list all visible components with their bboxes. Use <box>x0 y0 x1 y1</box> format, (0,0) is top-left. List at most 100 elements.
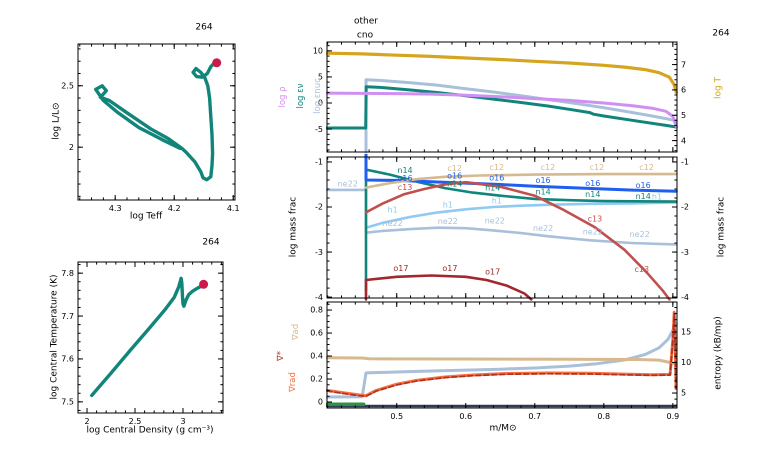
profile-mid-curve-label-o17: o17 <box>485 268 500 277</box>
grad-rad-axis-label: ∇rad <box>287 372 298 392</box>
profile-bottom-y-tick-label: 0 <box>318 398 323 407</box>
profile-bottom-ticks <box>327 302 677 408</box>
tc-rhoc-y-tick-label: 7.7 <box>61 312 74 321</box>
profile-bottom-frame <box>326 301 678 409</box>
profile-mid-y-tick-label: -3 <box>315 248 323 257</box>
profile-mid-curve-label-o16: o16 <box>636 181 651 190</box>
profile-mid-curve-label-h1: h1 <box>388 205 398 214</box>
hr-model-number: 264 <box>195 22 213 33</box>
profile-mid-curve-label-ne22: ne22 <box>485 217 505 226</box>
mass-frac-axis-label-left: log mass frac <box>288 196 299 258</box>
profile-bottom-x-tick-label: 0.8 <box>597 412 610 421</box>
tc-rhoc-x-tick-label: 2 <box>84 417 89 426</box>
profile-mid-curve-label-c12: c12 <box>590 163 605 172</box>
profile-bottom-x-tick-label: 0.5 <box>390 412 403 421</box>
hr-diagram-x-tick-label: 4.2 <box>168 204 181 213</box>
log-T-axis-label: log T <box>713 76 724 100</box>
profile-mid-o16-line <box>364 154 678 193</box>
log-rho-axis-label: log ρ <box>277 86 288 108</box>
profile-mid-curve-label-ne22: ne22 <box>438 217 458 226</box>
profile-model-number: 264 <box>712 28 730 39</box>
mass-x-axis-title: m/M⊙ <box>489 423 517 434</box>
profile-mid-y-tick-label: -4 <box>315 293 323 302</box>
tc-rhoc-frame <box>77 261 224 414</box>
tc-y-axis-title: log Central Temperature (K) <box>49 274 60 400</box>
profile-top-y-tick-label: 0 <box>318 99 323 108</box>
profile-mid-curve-label-o16: o16 <box>397 174 412 183</box>
tc-rhoc-x-tick-label: 3 <box>180 417 185 426</box>
profile-mid-y-tick-label: -2 <box>315 203 323 212</box>
profile-mid-curve-label-ne22: ne22 <box>338 180 358 189</box>
profile-mid-curve-label-ne22: ne22 <box>533 224 553 233</box>
tc-rhoc-ticks <box>78 262 223 413</box>
profile-mid-c12-line <box>364 172 678 189</box>
profile-mid-curve-label-c13: c13 <box>635 265 650 274</box>
tc-rhoc-central-track-line <box>90 276 205 398</box>
tc-rhoc-y-tick-label: 7.8 <box>61 269 74 278</box>
profile-mid-curve-label-h1: h1 <box>652 192 662 201</box>
profile-mid-curve-label-c13: c13 <box>588 214 603 223</box>
profile-top-y2-tick-label: 6 <box>681 86 686 95</box>
profile-mid-curve-label-c12: c12 <box>541 163 556 172</box>
profile-mid-curve-label-o17: o17 <box>393 264 408 273</box>
log-eps-nuc-axis-label: log εnuc <box>312 78 323 114</box>
profile-mid-c13-line <box>364 180 671 301</box>
tc-model-number: 264 <box>202 237 220 248</box>
mass-frac-axis-label-right: log mass frac <box>716 196 727 258</box>
profile-mid-curve-label-o16: o16 <box>585 179 600 188</box>
hr-x-axis-title: log Teff <box>129 211 163 222</box>
profile-mid-h1-line <box>364 201 678 229</box>
profile-bottom-x-tick-label: 0.9 <box>667 412 680 421</box>
profile-mid-ne22-line <box>326 188 678 246</box>
profile-mid-series-group <box>326 154 678 301</box>
grad-ad-axis-label: ∇ad <box>290 323 301 341</box>
profile-mid-y2-tick-label: -1 <box>681 158 689 167</box>
profile-bottom-grad-rad-line <box>326 310 678 398</box>
profile-top-ticks <box>327 42 677 152</box>
profile-mid-curve-label-h1: h1 <box>492 196 502 205</box>
hr-diagram-x-tick-label: 4.3 <box>109 204 122 213</box>
profile-mid-y-tick-label: -1 <box>315 158 323 167</box>
profile-top-log-eps-nuc-line <box>364 78 678 154</box>
profile-mid-curve-label-c12: c12 <box>490 163 505 172</box>
tc-rhoc-y-tick-label: 7.5 <box>61 398 74 407</box>
entropy-axis-label: entropy (kB/mp) <box>713 316 724 390</box>
hr-diagram-x-tick-label: 4.1 <box>227 204 240 213</box>
profile-top-frame <box>326 41 678 153</box>
hr-diagram-frame <box>77 43 236 201</box>
profile-mid-curve-label-c13: c13 <box>398 183 413 192</box>
profile-mid-curve-label-ne22: ne22 <box>383 219 403 228</box>
profile-mid-ticks <box>327 157 677 298</box>
profile-bottom-y-tick-label: 0.8 <box>310 306 323 315</box>
profile-bottom-y2-tick-label: 10 <box>681 358 691 367</box>
profile-mid-curve-label-o17: o17 <box>442 264 457 273</box>
profile-mid-curve-label-ne22: ne22 <box>630 230 650 239</box>
profile-mid-curve-label-c12: c12 <box>639 163 654 172</box>
profile-bottom-x-tick-label: 0.6 <box>459 412 472 421</box>
profile-top-y-tick-label: 5 <box>318 73 323 82</box>
profile-top-y-tick-label: -5 <box>315 125 323 134</box>
burn-label-cno: cno <box>356 30 374 41</box>
hr-diagram-y-tick-label: 2.5 <box>61 82 74 91</box>
hr-diagram-y-tick-label: 2 <box>69 143 74 152</box>
profile-mid-curve-label-o16: o16 <box>447 172 462 181</box>
hr-diagram-series-group <box>93 60 217 182</box>
profile-bottom-y-tick-label: 0.2 <box>310 375 323 384</box>
profile-bottom-series-group <box>326 310 678 408</box>
profile-mid-y2-tick-label: -4 <box>681 293 689 302</box>
log-eps-nu-axis-label: log εν <box>295 83 306 109</box>
profile-mid-frame <box>326 156 678 299</box>
profile-bottom-y2-tick-label: 15 <box>681 328 691 337</box>
profile-bottom-grad-ad-line <box>326 356 678 366</box>
profile-bottom-y-tick-label: 0.4 <box>310 352 323 361</box>
profile-mid-n14-line <box>364 168 678 292</box>
burn-label-other: other <box>354 16 378 27</box>
profile-top-log-eps-nu-line <box>326 85 678 130</box>
profile-mid-curve-label-n14: n14 <box>636 192 651 201</box>
profile-mid-curve-label-n14: n14 <box>535 187 550 196</box>
hr-diagram-evolution-track-line <box>93 60 217 182</box>
profile-mid-curve-label-h1: h1 <box>443 201 453 210</box>
tc-rhoc-x-tick-label: 2.5 <box>129 417 142 426</box>
